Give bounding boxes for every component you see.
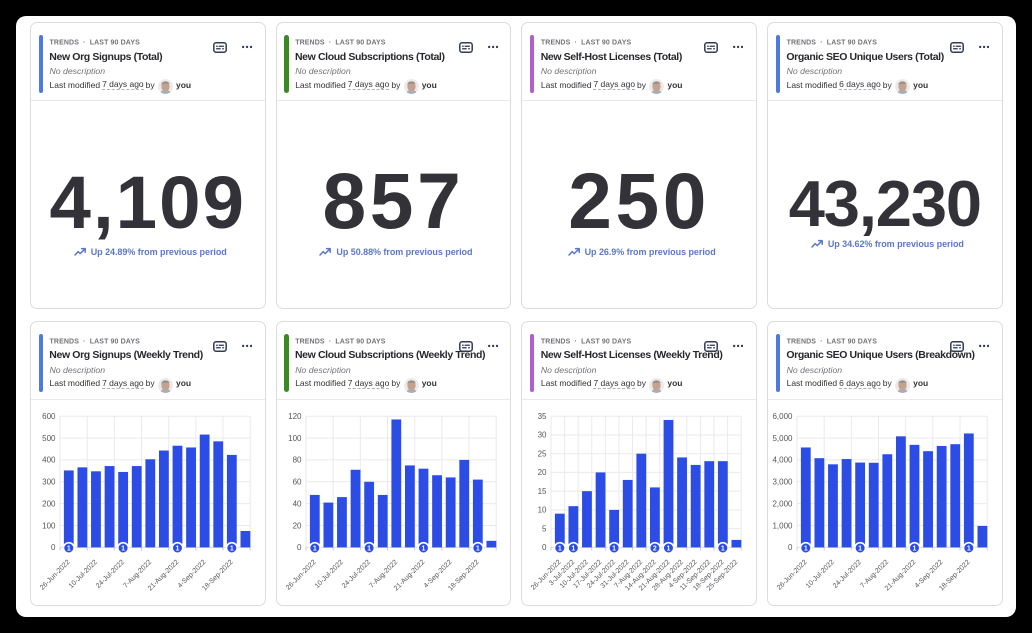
svg-text:1,000: 1,000	[773, 522, 794, 531]
svg-text:26-Jun-2022: 26-Jun-2022	[39, 559, 72, 592]
svg-text:0: 0	[788, 543, 793, 552]
svg-text:24-Jul-2022: 24-Jul-2022	[832, 559, 863, 590]
svg-text:20: 20	[292, 522, 301, 531]
svg-text:5: 5	[542, 525, 547, 534]
svg-text:1: 1	[176, 546, 180, 553]
svg-text:15: 15	[538, 487, 547, 496]
svg-text:20: 20	[538, 469, 547, 478]
svg-text:26-Jun-2022: 26-Jun-2022	[776, 559, 809, 592]
svg-text:600: 600	[42, 412, 56, 421]
svg-text:6,000: 6,000	[773, 412, 794, 421]
svg-text:2,000: 2,000	[773, 500, 794, 509]
svg-text:24-Jul-2022: 24-Jul-2022	[95, 559, 126, 590]
svg-text:0: 0	[297, 543, 302, 552]
svg-text:1: 1	[313, 546, 317, 553]
svg-text:3,000: 3,000	[773, 478, 794, 487]
svg-text:30: 30	[538, 431, 547, 440]
svg-text:100: 100	[288, 434, 302, 443]
svg-text:60: 60	[292, 478, 301, 487]
svg-text:35: 35	[538, 412, 547, 421]
svg-text:24-Jul-2022: 24-Jul-2022	[341, 559, 372, 590]
svg-text:1: 1	[558, 546, 562, 553]
svg-text:25: 25	[538, 450, 547, 459]
svg-text:120: 120	[288, 412, 302, 421]
svg-text:1: 1	[858, 546, 862, 553]
svg-text:2: 2	[653, 546, 657, 553]
svg-text:1: 1	[121, 546, 125, 553]
svg-text:1: 1	[367, 546, 371, 553]
svg-text:26-Jun-2022: 26-Jun-2022	[285, 559, 318, 592]
svg-text:300: 300	[42, 478, 56, 487]
svg-text:400: 400	[42, 456, 56, 465]
svg-text:1: 1	[476, 546, 480, 553]
svg-text:1: 1	[67, 546, 71, 553]
svg-text:1: 1	[913, 546, 917, 553]
svg-text:500: 500	[42, 434, 56, 443]
svg-text:1: 1	[967, 546, 971, 553]
svg-text:1: 1	[230, 546, 234, 553]
svg-text:200: 200	[42, 500, 56, 509]
svg-text:1: 1	[721, 546, 725, 553]
svg-text:0: 0	[542, 543, 547, 552]
svg-text:0: 0	[51, 543, 56, 552]
svg-text:1: 1	[613, 546, 617, 553]
svg-text:80: 80	[292, 456, 301, 465]
svg-text:4,000: 4,000	[773, 456, 794, 465]
svg-text:1: 1	[421, 546, 425, 553]
svg-text:1: 1	[667, 546, 671, 553]
svg-text:40: 40	[292, 500, 301, 509]
svg-text:5,000: 5,000	[773, 434, 794, 443]
svg-text:1: 1	[572, 546, 576, 553]
svg-text:1: 1	[804, 546, 808, 553]
svg-text:10: 10	[538, 506, 547, 515]
svg-text:100: 100	[42, 522, 56, 531]
